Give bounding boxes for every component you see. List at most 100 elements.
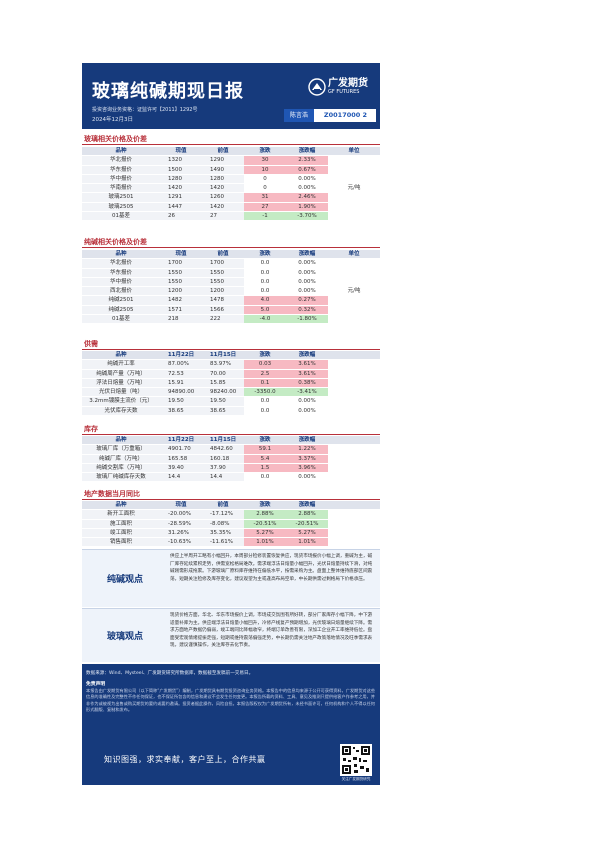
glass-view-title: 玻璃观点	[106, 632, 143, 642]
table-row: 华东报价 1500 1490 10 0.67%	[82, 165, 380, 175]
change-value: 0.0	[244, 472, 286, 483]
current-value: 94890.00	[160, 387, 202, 398]
row-name: 01基差	[82, 211, 160, 222]
column-header: 涨跌	[244, 351, 286, 361]
analyst-badge: 陈言浩 Z0017000 2	[284, 109, 376, 122]
previous-value: 27	[202, 211, 244, 222]
previous-value: 15.85	[202, 378, 244, 389]
previous-value: 1566	[202, 305, 244, 316]
table-row: 玻璃厂库（万重箱） 4901.70 4842.60 59.1 1.22%	[82, 444, 380, 455]
change-percent: 2.33%	[286, 155, 328, 166]
current-value: 1500	[160, 165, 202, 175]
change-value: 5.27%	[244, 528, 286, 539]
report-footer: 数据来源：Wind、Mysteel、广发期货研究所数据库，数据截至发稿前一交易日…	[82, 664, 380, 785]
change-percent: 1.01%	[286, 537, 328, 548]
table-row: 新开工面积 -20.00% -17.12% 2.88% 2.88%	[82, 509, 380, 520]
change-percent: 0.00%	[286, 396, 328, 407]
table-row: 纯碱2501 1482 1478 4.0 0.27%	[82, 295, 380, 306]
table-row: 销售面积 -10.63% -11.61% 1.01% 1.01%	[82, 537, 380, 548]
empty-cell	[328, 406, 380, 417]
change-value: 59.1	[244, 444, 286, 455]
qr-caption: 关注广发期货研究	[341, 777, 371, 781]
previous-value: 1420	[202, 202, 244, 213]
change-value: 0.0	[244, 268, 286, 278]
current-value: 1550	[160, 277, 202, 288]
change-percent: 0.00%	[286, 174, 328, 185]
change-percent: 2.46%	[286, 192, 328, 203]
empty-cell	[328, 537, 380, 548]
change-percent: -20.51%	[286, 519, 328, 529]
table-row: 华北报价 1320 1290 30 2.33% 元/吨	[82, 155, 380, 222]
row-name: 施工面积	[82, 519, 160, 529]
change-value: 5.0	[244, 305, 286, 316]
row-name: 纯碱交割库（万吨）	[82, 463, 160, 474]
row-name: 纯碱周产量（万吨）	[82, 369, 160, 379]
change-percent: 0.00%	[286, 286, 328, 297]
change-value: 0.1	[244, 378, 286, 389]
current-value: 1550	[160, 268, 202, 278]
column-header: 现值	[160, 147, 202, 157]
current-value: 1571	[160, 305, 202, 316]
change-value: 1.01%	[244, 537, 286, 548]
column-header-empty	[328, 351, 380, 361]
previous-value: 1260	[202, 192, 244, 203]
column-header-empty	[328, 501, 380, 511]
company-slogan: 知识图强，求实奉献，客户至上，合作共赢	[104, 755, 266, 764]
previous-value: 1420	[202, 183, 244, 194]
analyst-name: 陈言浩	[284, 109, 314, 122]
previous-value: 1280	[202, 174, 244, 185]
table-header-row: 品种 现值 前值 涨跌 涨跌幅	[82, 501, 380, 511]
soda-view-title: 纯碱观点	[106, 575, 143, 585]
table-row: 华南报价 1420 1420 0 0.00%	[82, 183, 380, 194]
change-value: -20.51%	[244, 519, 286, 529]
empty-cell	[328, 472, 380, 483]
current-value: 1420	[160, 183, 202, 194]
change-percent: 0.27%	[286, 295, 328, 306]
column-header: 品种	[82, 351, 160, 361]
change-percent: 0.32%	[286, 305, 328, 316]
qualification-text: 投资咨询业务资格：证监许可【2011】1292号	[92, 107, 198, 113]
column-header: 前值	[202, 501, 244, 511]
change-value: 10	[244, 165, 286, 175]
previous-value: 35.35%	[202, 528, 244, 539]
previous-value: -17.12%	[202, 509, 244, 520]
change-percent: 5.27%	[286, 528, 328, 539]
report-header: 玻璃纯碱期现日报 广发期货 GF FUTURES 投资咨询业务资格：证监许可【2…	[82, 63, 380, 129]
logo-text-en: GF FUTURES	[328, 89, 360, 95]
column-header: 涨跌幅	[286, 436, 328, 446]
previous-value: 4842.60	[202, 444, 244, 455]
column-header: 涨跌	[244, 436, 286, 446]
table-row: 浮法日熔量（万吨） 15.91 15.85 0.1 0.38%	[82, 378, 380, 389]
column-header-empty	[328, 436, 380, 446]
row-name: 华中报价	[82, 174, 160, 185]
change-value: 2.5	[244, 369, 286, 379]
empty-cell	[328, 378, 380, 389]
analyst-license-id: Z0017000 2	[323, 111, 368, 119]
row-name: 销售面积	[82, 537, 160, 548]
table-row: 华北报价 1700 1700 0.0 0.00% 元/吨	[82, 258, 380, 325]
column-header: 11月22日	[160, 351, 202, 361]
current-value: 4901.70	[160, 444, 202, 455]
previous-value: 37.90	[202, 463, 244, 474]
row-name: 光伏日熔量（吨）	[82, 387, 160, 398]
change-value: -4.0	[244, 314, 286, 325]
column-header: 涨跌幅	[286, 147, 328, 157]
column-header: 单位	[328, 147, 380, 157]
change-value: 0	[244, 174, 286, 185]
current-value: 1482	[160, 295, 202, 306]
qr-code-icon	[340, 744, 372, 776]
column-header: 前值	[202, 250, 244, 260]
column-header: 现值	[160, 250, 202, 260]
current-value: 31.26%	[160, 528, 202, 539]
previous-value: 98240.00	[202, 387, 244, 398]
empty-cell	[328, 396, 380, 407]
unit-cell: 元/吨	[328, 258, 380, 325]
current-value: -28.59%	[160, 519, 202, 529]
previous-value: 222	[202, 314, 244, 325]
section-glass-header: 玻璃相关价格及价差	[82, 133, 380, 145]
data-source-note: 数据来源：Wind、Mysteel、广发期货研究所数据库，数据截至发稿前一交易日…	[86, 671, 254, 676]
empty-cell	[328, 359, 380, 370]
table-row: 光伏日熔量（吨） 94890.00 98240.00 -3350.0 -3.41%	[82, 387, 380, 398]
previous-value: 1700	[202, 258, 244, 269]
section-property-header: 地产数据当月同比	[82, 488, 380, 500]
